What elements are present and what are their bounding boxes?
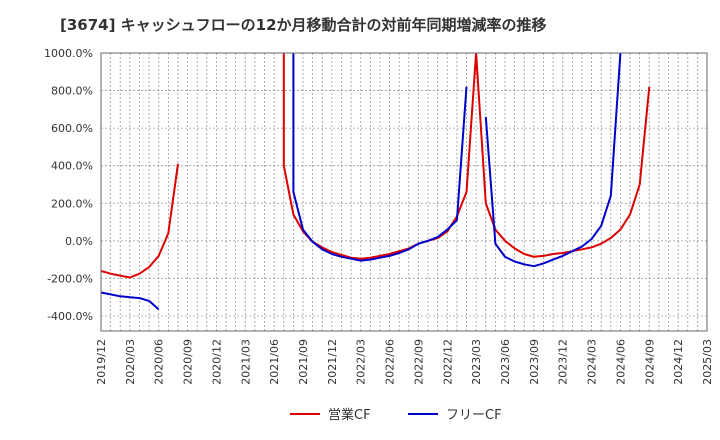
legend-label: 営業CF — [328, 407, 371, 423]
x-tick-label: 2021/03 — [239, 339, 252, 385]
plot-area — [101, 53, 707, 331]
x-tick-label: 2021/06 — [268, 339, 281, 385]
y-tick-label: 800.0% — [51, 85, 93, 98]
chart-title: [3674] キャッシュフローの12か月移動合計の対前年同期増減率の推移 — [60, 16, 547, 34]
x-axis: 2019/12 2020/03 2020/06 2020/09 2020/12 2021/… — [95, 339, 714, 385]
series-line-free-cf — [484, 53, 622, 268]
x-tick-label: 2025/03 — [701, 339, 714, 385]
series-line-free-cf — [101, 291, 160, 311]
plot-border — [100, 52, 708, 332]
series-layer — [101, 53, 651, 311]
y-tick-label: -400.0% — [47, 310, 93, 323]
x-tick-label: 2020/06 — [153, 339, 166, 385]
y-tick-label: -200.0% — [47, 272, 93, 285]
y-tick-label: 600.0% — [51, 122, 93, 135]
x-tick-label: 2023/09 — [528, 339, 541, 385]
x-tick-label: 2019/12 — [95, 339, 108, 385]
x-tick-label: 2020/03 — [124, 339, 137, 385]
series-line-operating-cf — [101, 163, 179, 279]
x-tick-label: 2022/03 — [355, 339, 368, 385]
y-tick-label: 1000.0% — [44, 47, 93, 60]
legend: 営業CF フリーCF — [290, 407, 502, 423]
series-line-free-cf — [292, 53, 468, 262]
x-tick-label: 2022/09 — [412, 339, 425, 385]
series-line-operating-cf — [282, 53, 651, 260]
y-axis: 1000.0% 800.0% 600.0% 400.0% 200.0% 0.0% -200.… — [44, 47, 93, 323]
x-tick-label: 2022/12 — [441, 339, 454, 385]
x-tick-label: 2021/09 — [297, 339, 310, 385]
x-tick-label: 2020/12 — [210, 339, 223, 385]
legend-label: フリーCF — [446, 408, 502, 423]
x-tick-label: 2023/06 — [499, 339, 512, 385]
y-tick-label: 200.0% — [51, 197, 93, 210]
x-tick-label: 2023/03 — [470, 339, 483, 385]
y-tick-label: 400.0% — [51, 160, 93, 173]
x-tick-label: 2024/03 — [586, 339, 599, 385]
x-tick-label: 2022/06 — [384, 339, 397, 385]
x-tick-label: 2024/06 — [614, 339, 627, 385]
x-tick-label: 2021/12 — [326, 339, 339, 385]
x-tick-label: 2020/09 — [182, 339, 195, 385]
x-tick-label: 2024/09 — [643, 339, 656, 385]
x-tick-label: 2023/12 — [557, 339, 570, 385]
x-tick-label: 2024/12 — [672, 339, 685, 385]
y-tick-label: 0.0% — [65, 235, 93, 248]
